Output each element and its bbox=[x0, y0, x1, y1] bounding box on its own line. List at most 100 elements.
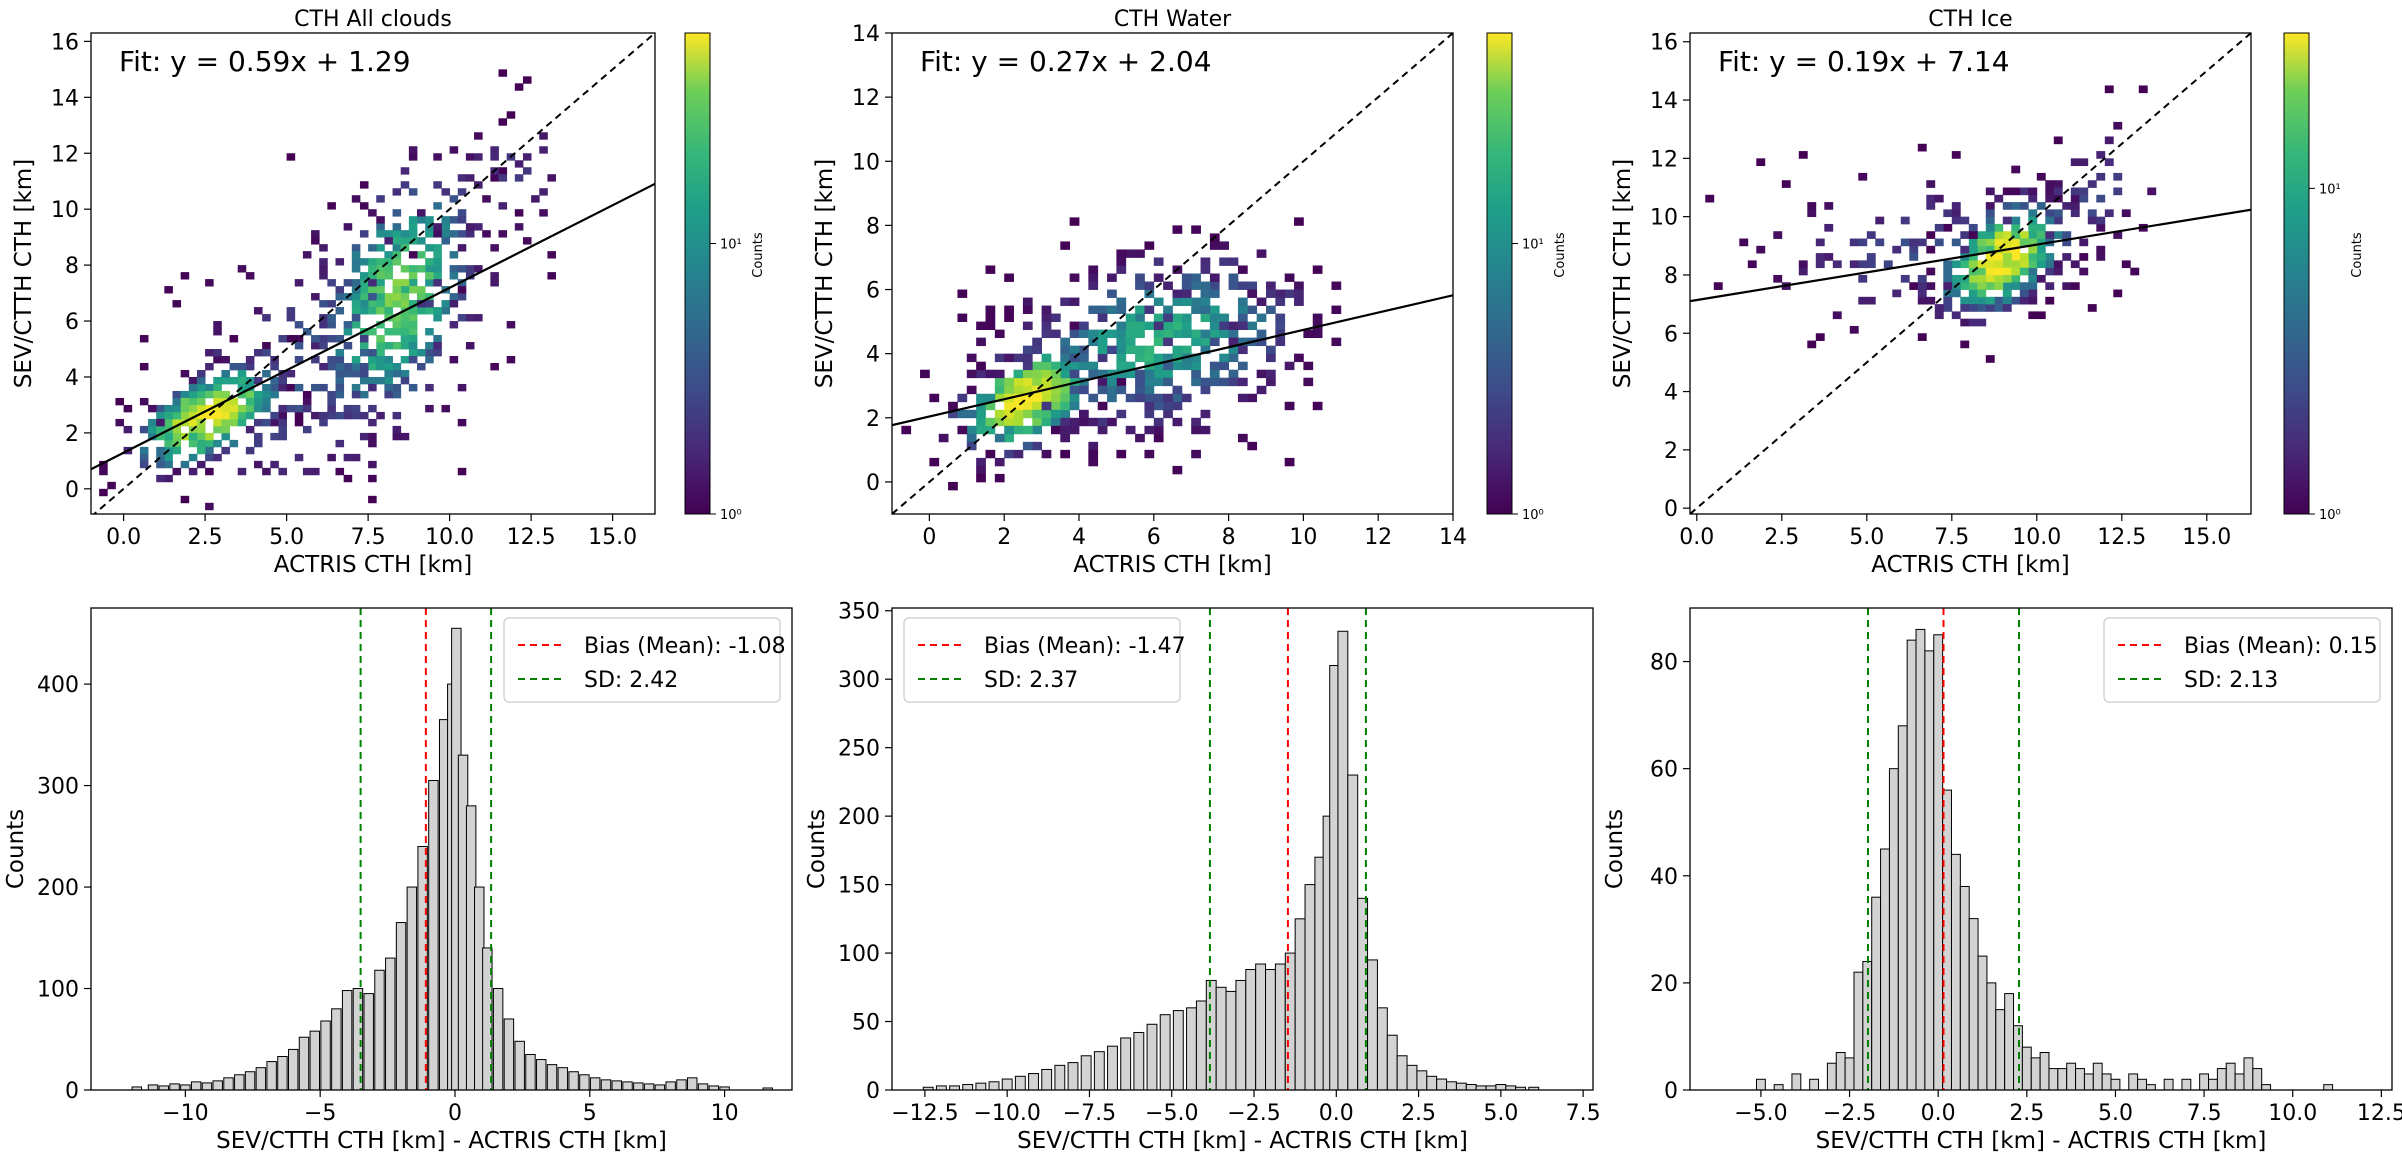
heatmap-cell bbox=[1088, 281, 1099, 290]
heatmap-cell bbox=[368, 460, 377, 469]
heatmap-cell bbox=[1041, 401, 1052, 411]
y-axis-label: Counts bbox=[1602, 809, 1628, 889]
heatmap-cell bbox=[319, 272, 328, 280]
heatmap-cell bbox=[2045, 231, 2055, 239]
heatmap-cell bbox=[384, 237, 393, 245]
heatmap-cell bbox=[938, 433, 949, 443]
heatmap-cell bbox=[1968, 304, 1978, 312]
heatmap-cell bbox=[392, 286, 402, 294]
heatmap-cell bbox=[139, 460, 149, 469]
legend-label-sd: SD: 2.13 bbox=[2184, 668, 2278, 693]
heatmap-cell bbox=[2053, 187, 2063, 196]
y-tick-label: 0 bbox=[866, 1079, 880, 1104]
heatmap-cell bbox=[327, 300, 336, 308]
heatmap-cell bbox=[433, 153, 442, 161]
heatmap-cell bbox=[976, 321, 986, 331]
heatmap-cell bbox=[278, 432, 288, 441]
heatmap-cell bbox=[2113, 187, 2123, 196]
heatmap-cell bbox=[1219, 241, 1229, 250]
heatmap-cell bbox=[376, 321, 385, 329]
heatmap-cell bbox=[2096, 194, 2106, 203]
heatmap-cell bbox=[2053, 180, 2063, 188]
heatmap-cell bbox=[1849, 238, 1859, 247]
heatmap-cell bbox=[1960, 340, 1970, 349]
y-tick-label: 400 bbox=[37, 673, 79, 698]
heatmap-cell bbox=[1153, 425, 1164, 435]
heatmap-cell bbox=[1144, 321, 1155, 331]
heatmap-cell bbox=[2002, 253, 2012, 261]
histogram-bar bbox=[2021, 1046, 2032, 1091]
heatmap-cell bbox=[319, 300, 328, 308]
histogram-bar bbox=[1495, 1084, 1507, 1091]
heatmap-cell bbox=[1219, 257, 1229, 266]
heatmap-cell bbox=[1050, 409, 1061, 419]
heatmap-cell bbox=[1191, 281, 1201, 290]
heatmap-cell bbox=[294, 404, 304, 413]
x-tick-label: 8 bbox=[1222, 525, 1236, 550]
histogram-bar bbox=[1133, 1031, 1145, 1091]
heatmap-cell bbox=[441, 230, 451, 238]
heatmap-cell bbox=[2070, 202, 2080, 210]
heatmap-cell bbox=[1191, 329, 1201, 339]
y-tick-label: 4 bbox=[65, 366, 79, 391]
heatmap-cell bbox=[1050, 377, 1061, 387]
heatmap-cell bbox=[343, 328, 353, 336]
heatmap-cell bbox=[1934, 194, 1944, 203]
heatmap-cell bbox=[994, 473, 1005, 483]
plot-frame bbox=[90, 607, 793, 1091]
y-tick-label: 40 bbox=[1650, 865, 1678, 890]
heatmap-cell bbox=[457, 467, 467, 476]
histogram-bar bbox=[1915, 628, 1926, 1091]
heatmap-cell bbox=[1050, 401, 1061, 411]
histogram-bars bbox=[1755, 628, 2334, 1091]
heatmap-cell bbox=[2062, 253, 2072, 261]
heatmap-cell bbox=[1209, 369, 1220, 379]
heatmap-cell bbox=[1926, 282, 1936, 290]
heatmap-cell bbox=[457, 265, 467, 273]
heatmap-cell bbox=[514, 174, 524, 182]
heatmap-cell bbox=[1926, 231, 1936, 239]
heatmap-cell bbox=[966, 369, 977, 379]
heatmap-cell bbox=[368, 209, 377, 217]
heatmap-cell bbox=[1331, 281, 1342, 290]
histogram-bar bbox=[2039, 1052, 2050, 1091]
heatmap-cell bbox=[547, 251, 556, 259]
y-tick-label: 0 bbox=[866, 471, 880, 496]
heatmap-cell bbox=[1977, 296, 1987, 305]
heatmap-cell bbox=[351, 369, 361, 378]
heatmap-cell bbox=[1116, 409, 1127, 419]
heatmap-cell bbox=[1219, 321, 1229, 331]
heatmap-cell bbox=[2002, 260, 2012, 269]
heatmap-cell bbox=[985, 449, 996, 459]
heatmap-cell bbox=[1934, 311, 1944, 320]
histogram-bar bbox=[546, 1064, 558, 1091]
heatmap-cell bbox=[976, 401, 986, 411]
heatmap-cell bbox=[1013, 353, 1024, 363]
heatmap-cell bbox=[498, 167, 508, 175]
heatmap-cell bbox=[368, 404, 377, 413]
heatmap-cell bbox=[1209, 329, 1220, 339]
heatmap-cell bbox=[1237, 433, 1248, 443]
heatmap-cell bbox=[262, 404, 271, 413]
heatmap-cell bbox=[929, 393, 940, 403]
heatmap-cell bbox=[286, 153, 296, 161]
colorbar-label: Counts bbox=[2350, 232, 2365, 278]
heatmap-cell bbox=[1960, 216, 1970, 225]
heatmap-cell bbox=[262, 314, 271, 322]
heatmap-cell bbox=[359, 272, 369, 280]
heatmap-cell bbox=[1107, 329, 1117, 339]
heatmap-cell bbox=[433, 335, 442, 343]
heatmap-cell bbox=[384, 307, 393, 315]
heatmap-cell bbox=[180, 369, 190, 378]
heatmap-cell bbox=[1228, 257, 1239, 266]
heatmap-cell bbox=[1237, 393, 1248, 403]
heatmap-cell bbox=[2104, 85, 2114, 94]
heatmap-cell bbox=[506, 355, 516, 364]
heatmap-cell bbox=[368, 474, 377, 483]
x-tick-label: 10.0 bbox=[2012, 525, 2061, 550]
heatmap-cell bbox=[1191, 353, 1201, 363]
heatmap-cell bbox=[441, 307, 451, 315]
heatmap-cell bbox=[2045, 267, 2055, 276]
heatmap-cell bbox=[1943, 282, 1953, 290]
